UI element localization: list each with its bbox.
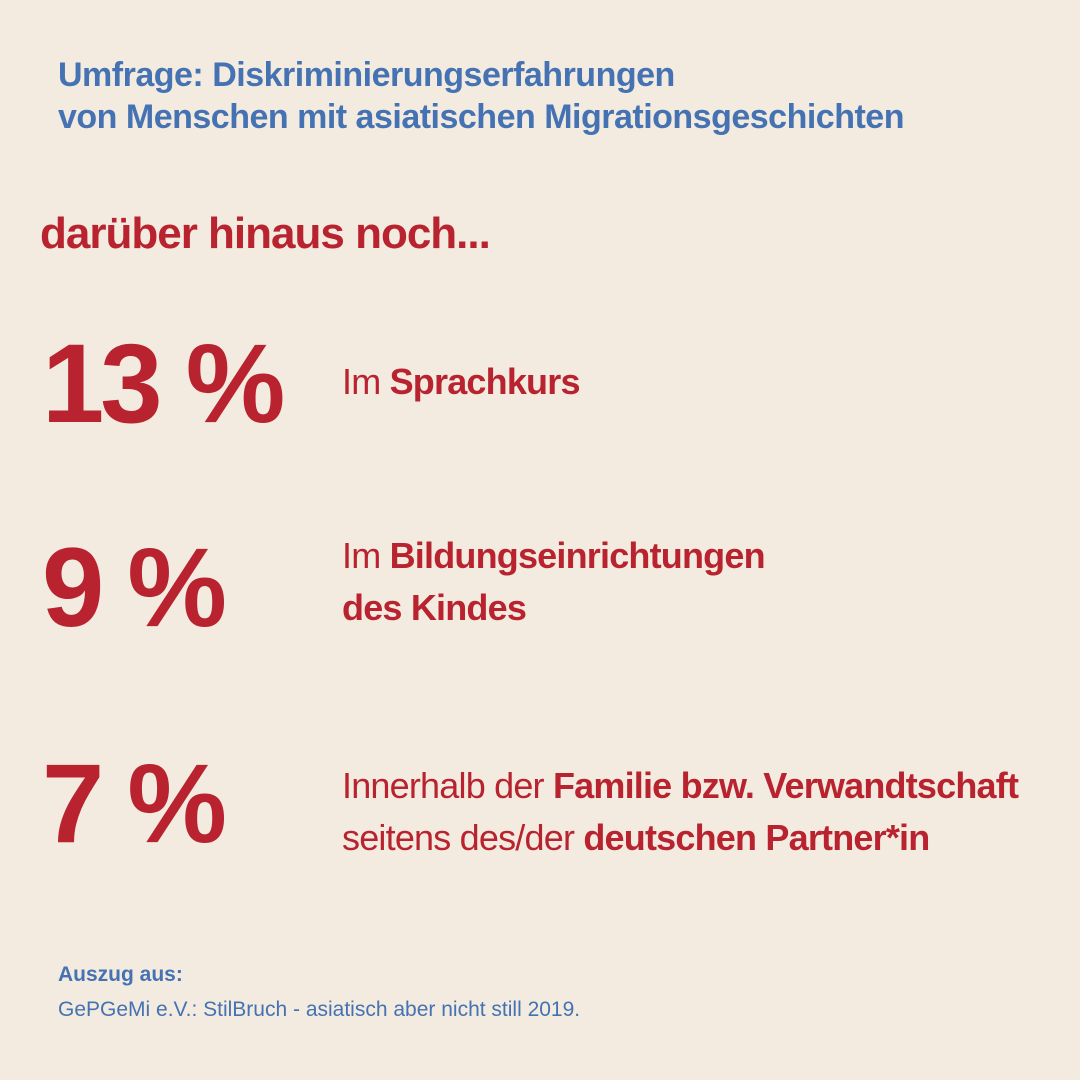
stat-description: Innerhalb der Familie bzw. Verwandtschaf… xyxy=(342,760,1019,864)
title-line-2: von Menschen mit asiatischen Migrationsg… xyxy=(58,98,904,136)
stat-description-line: Innerhalb der Familie bzw. Verwandtschaf… xyxy=(342,760,1019,812)
stat-description: Im Sprachkurs xyxy=(342,356,580,408)
desc-plain: seitens des/der xyxy=(342,817,584,858)
desc-bold: Bildungseinrichtungen xyxy=(389,535,766,576)
intro-heading: darüber hinaus noch... xyxy=(40,209,491,258)
source-citation: GePGeMi e.V.: StilBruch - asiatisch aber… xyxy=(58,998,581,1021)
desc-bold: Sprachkurs xyxy=(389,361,581,402)
desc-plain: Im xyxy=(342,535,390,576)
source-footer: Auszug aus: GePGeMi e.V.: StilBruch - as… xyxy=(58,960,580,1030)
desc-bold: Familie bzw. Verwandtschaft xyxy=(552,765,1019,806)
stat-description-line: des Kindes xyxy=(342,582,765,634)
stat-description-line: Im Sprachkurs xyxy=(342,356,580,408)
stat-description: Im Bildungseinrichtungen des Kindes xyxy=(342,530,766,634)
desc-plain: Im xyxy=(342,361,390,402)
source-label: Auszug aus: xyxy=(58,963,183,986)
desc-bold: deutschen Partner*in xyxy=(583,817,930,858)
desc-bold: des Kindes xyxy=(342,587,527,628)
stat-percent: 13 % xyxy=(42,321,285,446)
page-title: Umfrage: Diskriminierungserfahrungen von… xyxy=(58,54,904,138)
stat-percent: 9 % xyxy=(42,525,227,650)
stat-description-line: seitens des/der deutschen Partner*in xyxy=(342,812,1018,864)
stat-description-line: Im Bildungseinrichtungen xyxy=(342,530,766,582)
title-line-1: Umfrage: Diskriminierungserfahrungen xyxy=(58,56,675,94)
desc-plain: Innerhalb der xyxy=(342,765,553,806)
stat-percent: 7 % xyxy=(42,741,227,866)
